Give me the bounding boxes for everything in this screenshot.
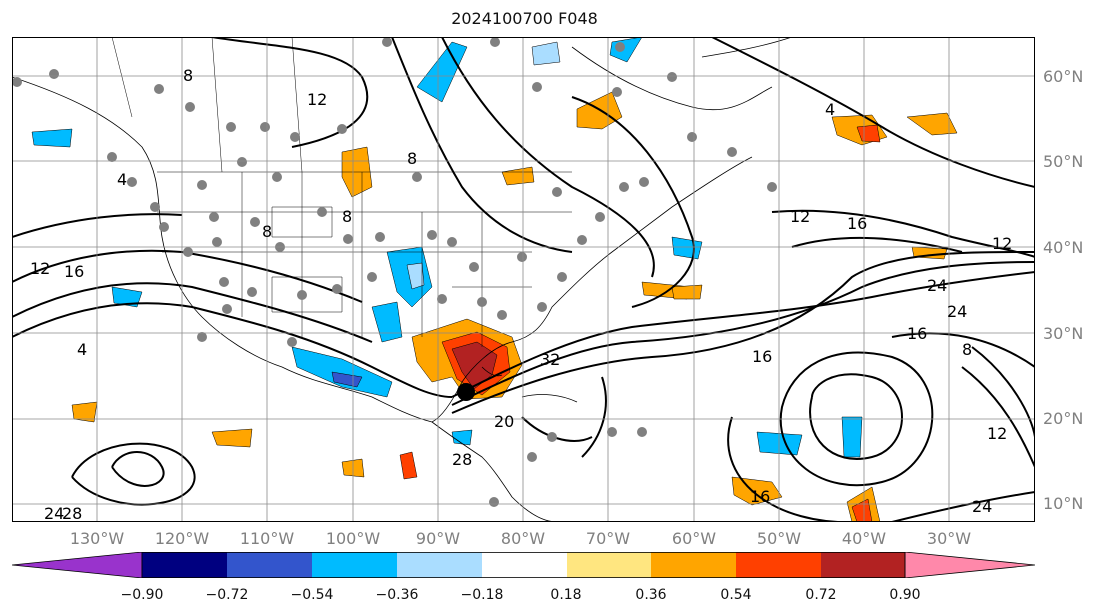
contour-label: 12 bbox=[307, 90, 327, 109]
contour-label: 24 bbox=[44, 504, 64, 522]
contour-label: 12 bbox=[30, 259, 50, 278]
colorbar-tick: −0.72 bbox=[205, 587, 249, 603]
colorbar-extend-high bbox=[904, 552, 1035, 578]
lat-label-10n: 10°N bbox=[1043, 494, 1084, 513]
lon-label-50w: 50°W bbox=[756, 529, 802, 548]
colorbar-segment bbox=[567, 552, 651, 578]
contour-label: 20 bbox=[494, 412, 514, 431]
colorbar-tick: −0.90 bbox=[120, 587, 164, 603]
lon-label-80w: 80°W bbox=[500, 529, 546, 548]
colorbar-tick: 0.36 bbox=[635, 587, 667, 603]
contour-label: 16 bbox=[752, 347, 772, 366]
contour-label: 24 bbox=[927, 276, 947, 295]
storm-center-marker[interactable] bbox=[457, 383, 475, 401]
contour-label: 24 bbox=[972, 497, 992, 516]
colorbar-tick: 0.54 bbox=[720, 587, 752, 603]
contour-label: 16 bbox=[750, 487, 770, 506]
colorbar-tick: −0.36 bbox=[375, 587, 419, 603]
colorbar-segment bbox=[651, 552, 736, 578]
contour-label: 4 bbox=[117, 170, 127, 189]
station-dots bbox=[12, 37, 777, 507]
contour-label: 8 bbox=[962, 340, 972, 359]
contour-label: 8 bbox=[407, 149, 417, 168]
contour-label: 24 bbox=[947, 302, 967, 321]
contour-label: 16 bbox=[847, 214, 867, 233]
contour-label: 16 bbox=[64, 262, 84, 281]
colorbar-segment bbox=[821, 552, 905, 578]
map-title: 2024100700 F048 bbox=[451, 9, 598, 28]
lon-label-60w: 60°W bbox=[671, 529, 717, 548]
colorbar-segment bbox=[142, 552, 227, 578]
coastlines bbox=[12, 37, 793, 522]
contour-label: 4 bbox=[77, 340, 87, 359]
colorbar-tick: 0.90 bbox=[889, 587, 921, 603]
lon-label-40w: 40°W bbox=[841, 529, 887, 548]
colorbar-tick: 0.18 bbox=[550, 587, 582, 603]
contour-lines bbox=[12, 37, 1035, 522]
lon-label-70w: 70°W bbox=[585, 529, 631, 548]
colorbar-tick: −0.54 bbox=[290, 587, 334, 603]
map-frame bbox=[12, 37, 1035, 522]
contour-label: 12 bbox=[992, 234, 1012, 253]
weather-map[interactable]: 8 12 4 12 8 16 16 4 12 8 8 12 16 24 24 1… bbox=[12, 37, 1035, 522]
lat-label-60n: 60°N bbox=[1043, 67, 1084, 86]
lon-label-90w: 90°W bbox=[415, 529, 461, 548]
contour-label: 28 bbox=[62, 504, 82, 522]
contour-label: 8 bbox=[262, 222, 272, 241]
lat-label-40n: 40°N bbox=[1043, 238, 1084, 257]
colorbar-segment bbox=[397, 552, 482, 578]
colorbar-extend-low bbox=[12, 552, 143, 578]
contour-label: 16 bbox=[907, 324, 927, 343]
shaded-negative-areas bbox=[31, 37, 863, 458]
lat-label-50n: 50°N bbox=[1043, 152, 1084, 171]
contour-label: 32 bbox=[540, 350, 560, 369]
contour-label: 8 bbox=[342, 207, 352, 226]
lon-label-30w: 30°W bbox=[926, 529, 972, 548]
colorbar-tick: −0.18 bbox=[460, 587, 504, 603]
contour-label: 8 bbox=[183, 66, 193, 85]
colorbar-segment bbox=[736, 552, 821, 578]
colorbar bbox=[12, 552, 1035, 578]
colorbar-tick: 0.72 bbox=[805, 587, 837, 603]
contour-label: 28 bbox=[452, 450, 472, 469]
colorbar-segment bbox=[482, 552, 567, 578]
colorbar-segment bbox=[227, 552, 312, 578]
state-borders bbox=[111, 37, 572, 347]
contour-label: 12 bbox=[790, 207, 810, 226]
lon-label-120w: 120°W bbox=[154, 529, 210, 548]
lat-label-20n: 20°N bbox=[1043, 409, 1084, 428]
map-gridlines bbox=[12, 37, 1035, 522]
lon-label-130w: 130°W bbox=[69, 529, 125, 548]
colorbar-segment bbox=[312, 552, 397, 578]
contour-label-group: 8 12 4 12 8 16 16 4 12 8 8 12 16 24 24 1… bbox=[30, 66, 1012, 522]
contour-label: 12 bbox=[987, 424, 1007, 443]
lon-label-100w: 100°W bbox=[325, 529, 381, 548]
contour-label: 4 bbox=[825, 100, 835, 119]
lon-label-110w: 110°W bbox=[239, 529, 295, 548]
lat-label-30n: 30°N bbox=[1043, 324, 1084, 343]
